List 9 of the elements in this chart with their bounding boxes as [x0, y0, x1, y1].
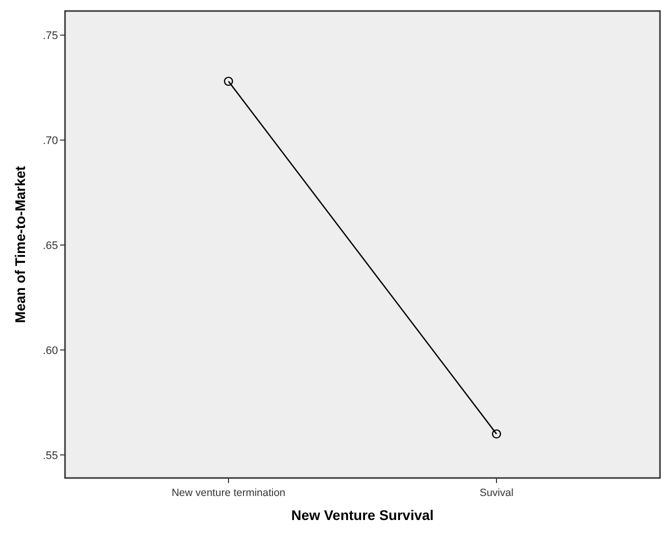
y-tick-label: .70 [42, 134, 58, 147]
y-tick-label: .75 [42, 30, 58, 42]
y-tick-label: .65 [42, 240, 58, 252]
x-axis-title: New Venture Survival [291, 507, 434, 523]
x-tick-label: New venture termination [172, 487, 286, 499]
y-tick-label: .55 [42, 450, 58, 462]
x-tick-label: Suvival [480, 487, 514, 499]
y-tick-label: .60 [42, 344, 58, 357]
y-axis-title: Mean of Time-to-Market [12, 166, 28, 323]
